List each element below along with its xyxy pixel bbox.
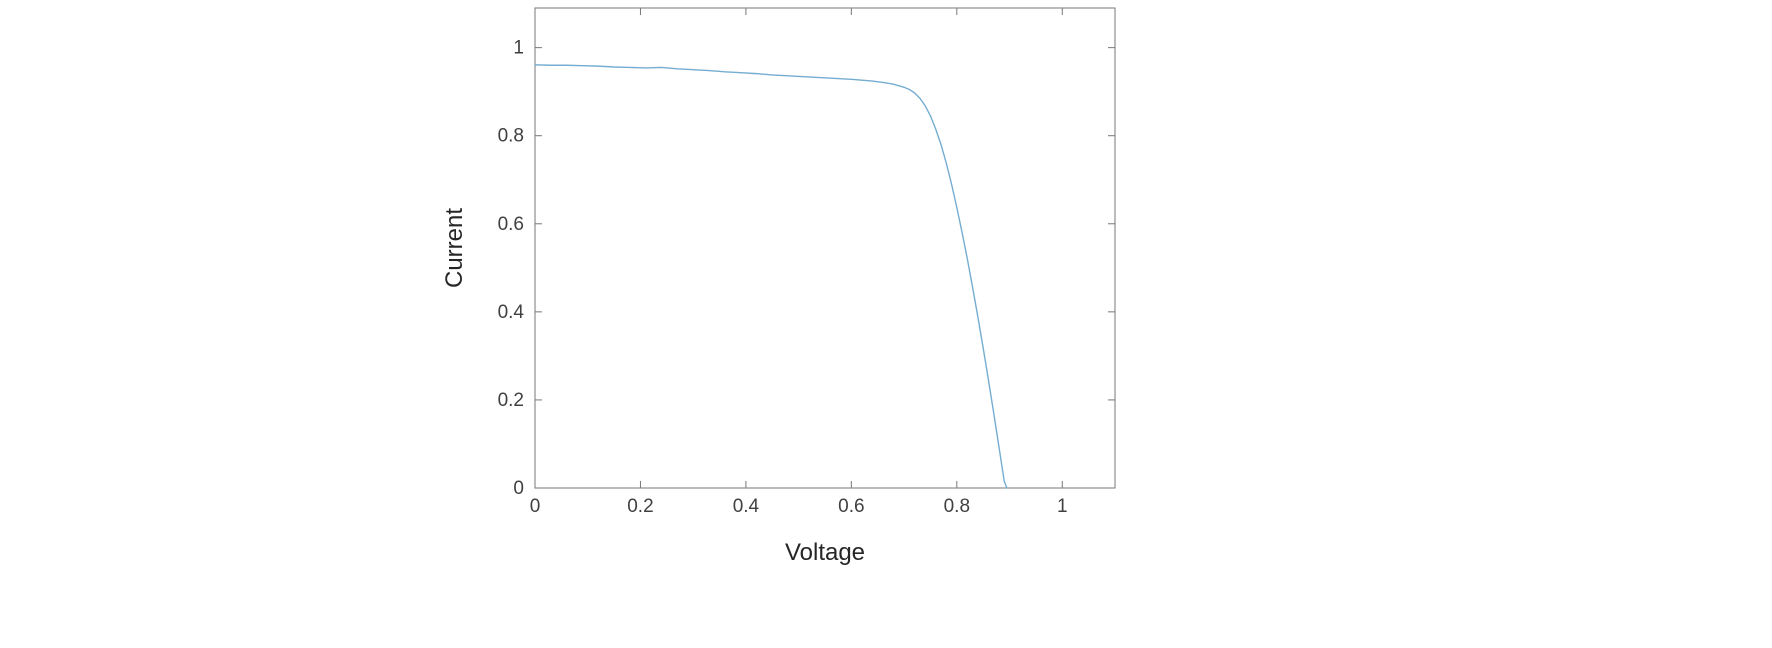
- y-tick-label: 0.8: [498, 126, 524, 147]
- x-axis-label: Voltage: [785, 539, 865, 566]
- x-tick-label: 0: [530, 496, 541, 517]
- plot-area-border: [534, 7, 1116, 489]
- y-tick-label: 0.2: [498, 390, 524, 411]
- x-tick-label: 0.2: [627, 496, 653, 517]
- y-axis-label: Current: [441, 208, 468, 288]
- y-tick-label: 1: [513, 38, 524, 59]
- y-tick-label: 0.6: [498, 214, 524, 235]
- iv-curve-line: [534, 64, 1008, 489]
- y-tick-label: 0: [513, 478, 524, 499]
- x-tick-label: 0.8: [944, 496, 970, 517]
- y-tick-label: 0.4: [498, 302, 525, 323]
- x-tick-label: 0.6: [838, 496, 864, 517]
- x-tick-label: 0.4: [733, 496, 760, 517]
- x-tick-label: 1: [1057, 496, 1068, 517]
